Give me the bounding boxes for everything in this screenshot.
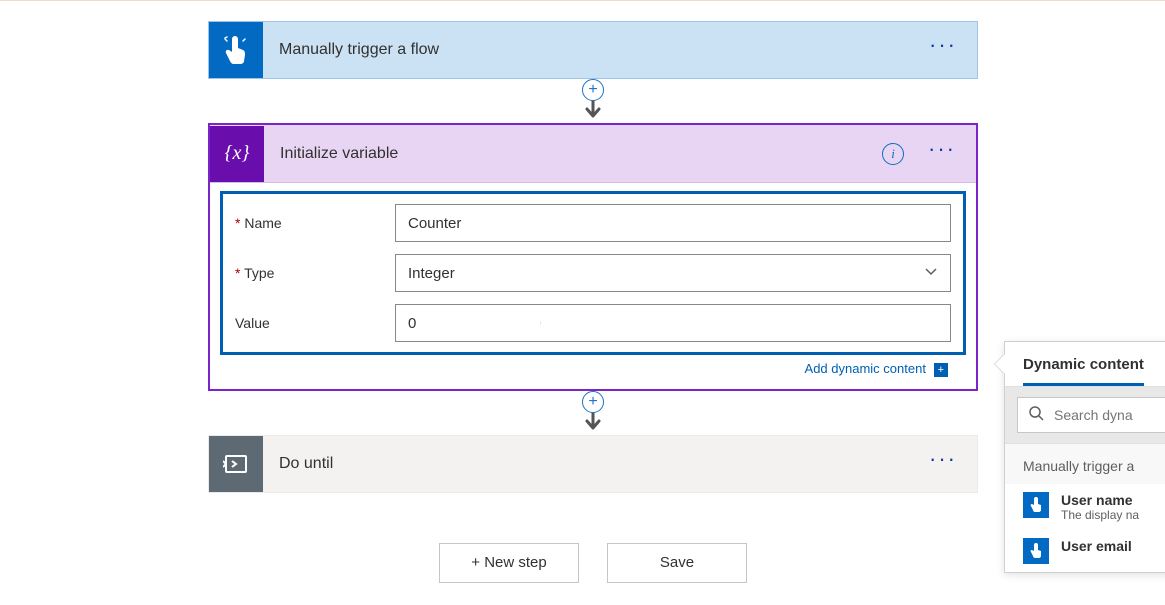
trigger-more-menu[interactable]: ··· [909,32,977,68]
flow-canvas: Manually trigger a flow ··· + {x} Initia… [0,0,1165,605]
value-label: Value [235,315,395,331]
dynamic-item-title: User email [1061,538,1132,554]
search-icon [1028,405,1044,426]
save-button[interactable]: Save [607,543,747,583]
arrow-down-icon [583,99,603,119]
hand-tap-icon [209,22,263,78]
type-field-row: * Type Integer [235,254,951,292]
type-label: * Type [235,265,395,281]
connector-2: + [208,391,978,435]
dynamic-item-subtitle: The display na [1061,508,1139,522]
field-highlight-frame: * Name * Type Integer Value [220,191,966,355]
arrow-down-icon [583,411,603,431]
hand-tap-icon [1023,538,1049,564]
variable-more-menu[interactable]: ··· [908,136,976,172]
dynamic-search-input[interactable] [1054,407,1165,423]
dynamic-section-title: Manually trigger a [1005,444,1165,484]
add-dynamic-content-link[interactable]: Add dynamic content [805,361,926,376]
variable-icon: {x} [210,126,264,182]
hand-tap-icon [1023,492,1049,518]
add-step-button-1[interactable]: + [582,79,604,101]
until-more-menu[interactable]: ··· [909,446,977,482]
trigger-title: Manually trigger a flow [263,41,909,59]
do-until-card[interactable]: Do until ··· [208,435,978,493]
dynamic-item-user-name[interactable]: User name The display na [1005,484,1165,530]
name-field-row: * Name [235,204,951,242]
info-icon[interactable]: i [882,143,904,165]
trigger-card[interactable]: Manually trigger a flow ··· [208,21,978,79]
dynamic-content-panel: Dynamic content Manually trigger a User … [1004,341,1165,573]
name-input[interactable] [395,204,951,242]
chevron-down-icon [924,264,938,282]
panel-pointer-icon [995,354,1005,374]
dynamic-content-badge-icon: + [934,363,948,377]
loop-icon [209,436,263,492]
add-dynamic-content-row: Add dynamic content + [220,355,966,377]
type-selected-value: Integer [408,265,455,282]
value-input[interactable] [395,304,951,342]
footer-actions: + New step Save [208,543,978,583]
add-step-button-2[interactable]: + [582,391,604,413]
variable-card-header[interactable]: {x} Initialize variable i ··· [210,125,976,183]
initialize-variable-card: {x} Initialize variable i ··· * Name * T… [208,123,978,391]
dynamic-search[interactable] [1017,397,1165,433]
new-step-button[interactable]: + New step [439,543,579,583]
dynamic-item-user-email[interactable]: User email [1005,530,1165,572]
name-label: * Name [235,215,395,231]
tab-dynamic-content[interactable]: Dynamic content [1023,356,1144,386]
dynamic-item-title: User name [1061,492,1139,508]
type-select[interactable]: Integer [395,254,951,292]
do-until-title: Do until [263,455,909,473]
value-field-row: Value [235,304,951,342]
variable-card-title: Initialize variable [264,145,882,163]
connector-1: + [208,79,978,123]
